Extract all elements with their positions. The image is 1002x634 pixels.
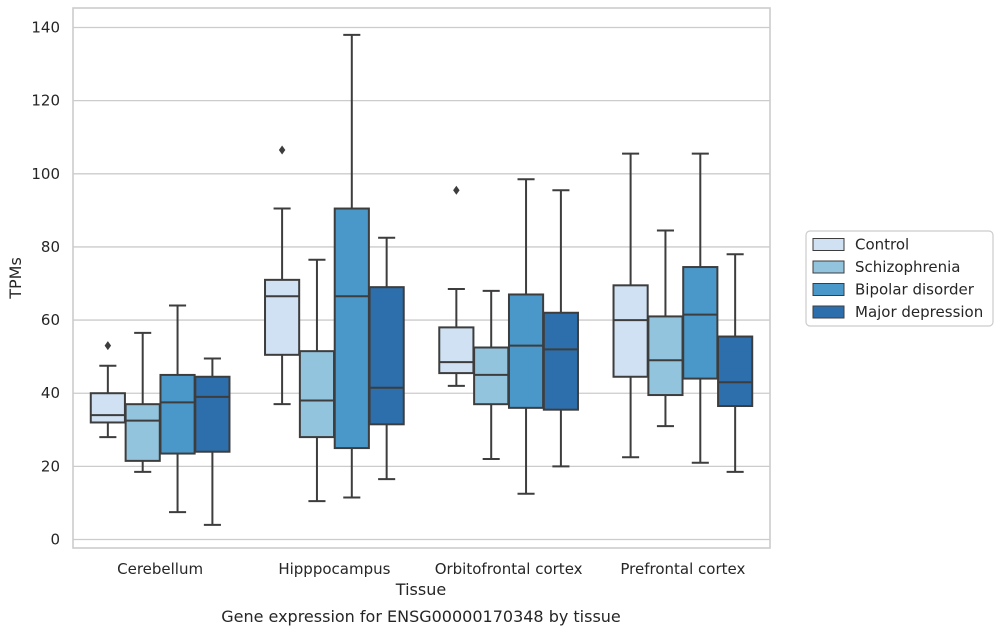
y-tick-label: 80 — [41, 238, 60, 256]
iqr-box — [612, 284, 649, 378]
iqr-box — [507, 293, 545, 409]
iqr-box — [682, 266, 719, 380]
iqr-box — [159, 373, 196, 455]
x-axis-label: Tissue — [395, 580, 446, 599]
legend-frame — [805, 230, 994, 327]
box-group — [682, 152, 719, 464]
legend-swatch — [812, 238, 845, 251]
y-tick-label: 0 — [50, 531, 60, 549]
x-tick-label: Orbitofrontal cortex — [435, 560, 583, 578]
x-tick-label: Prefrontal cortex — [620, 560, 745, 578]
iqr-box — [194, 375, 231, 453]
y-axis-ticks: 0 20 40 60 80 100 120 140 — [31, 19, 60, 549]
box-group — [438, 185, 475, 387]
iqr-box — [438, 326, 475, 375]
iqr-box — [542, 311, 579, 411]
iqr-box — [89, 392, 126, 424]
y-tick-label: 120 — [31, 92, 60, 110]
iqr-box — [717, 335, 754, 408]
box-group — [333, 33, 370, 499]
box-group — [717, 253, 754, 473]
iqr-box — [333, 207, 370, 450]
legend-item: Schizophrenia — [812, 258, 960, 276]
box-group — [368, 236, 405, 481]
box-group — [194, 357, 231, 526]
legend: Control Schizophrenia Bipolar disorder Majo… — [805, 230, 994, 327]
box-group — [647, 229, 684, 428]
plot-frame — [72, 7, 771, 549]
y-tick-label: 40 — [41, 384, 60, 402]
legend-swatch — [812, 283, 845, 296]
iqr-box — [124, 403, 161, 462]
box-group — [507, 178, 545, 495]
y-tick-label: 60 — [41, 311, 60, 329]
legend-label: Bipolar disorder — [855, 281, 975, 299]
box-group — [298, 258, 336, 503]
legend-item: Major depression — [812, 303, 983, 321]
y-tick-label: 20 — [41, 457, 60, 475]
outlier-point — [453, 185, 460, 195]
x-tick-label: Hipppocampus — [278, 560, 390, 578]
boxes — [89, 33, 754, 526]
y-tick-label: 100 — [31, 165, 60, 183]
iqr-box — [264, 278, 301, 356]
legend-swatch — [812, 305, 845, 319]
y-tick-label: 140 — [31, 19, 60, 37]
box-group — [542, 189, 579, 468]
box-group — [612, 152, 649, 459]
legend-label: Schizophrenia — [855, 258, 960, 276]
box-group — [159, 304, 196, 514]
iqr-box — [298, 350, 336, 439]
legend-item: Control — [812, 236, 909, 254]
legend-item: Bipolar disorder — [812, 281, 975, 299]
legend-label: Control — [855, 236, 909, 254]
x-tick-label: Cerebellum — [117, 560, 203, 578]
legend-swatch — [812, 260, 845, 274]
box-group — [473, 289, 510, 461]
y-axis-label: TPMs — [6, 257, 25, 300]
outlier-point — [278, 145, 286, 155]
outlier-point — [104, 341, 112, 351]
box-group — [124, 331, 161, 473]
chart-caption: Gene expression for ENSG00000170348 by t… — [221, 607, 621, 626]
iqr-box — [647, 315, 684, 397]
iqr-box — [368, 286, 405, 426]
box-group — [264, 145, 301, 406]
box-group — [89, 341, 126, 439]
x-axis-ticks: Cerebellum Hipppocampus Orbitofrontal cort… — [117, 560, 745, 578]
legend-label: Major depression — [855, 303, 983, 321]
